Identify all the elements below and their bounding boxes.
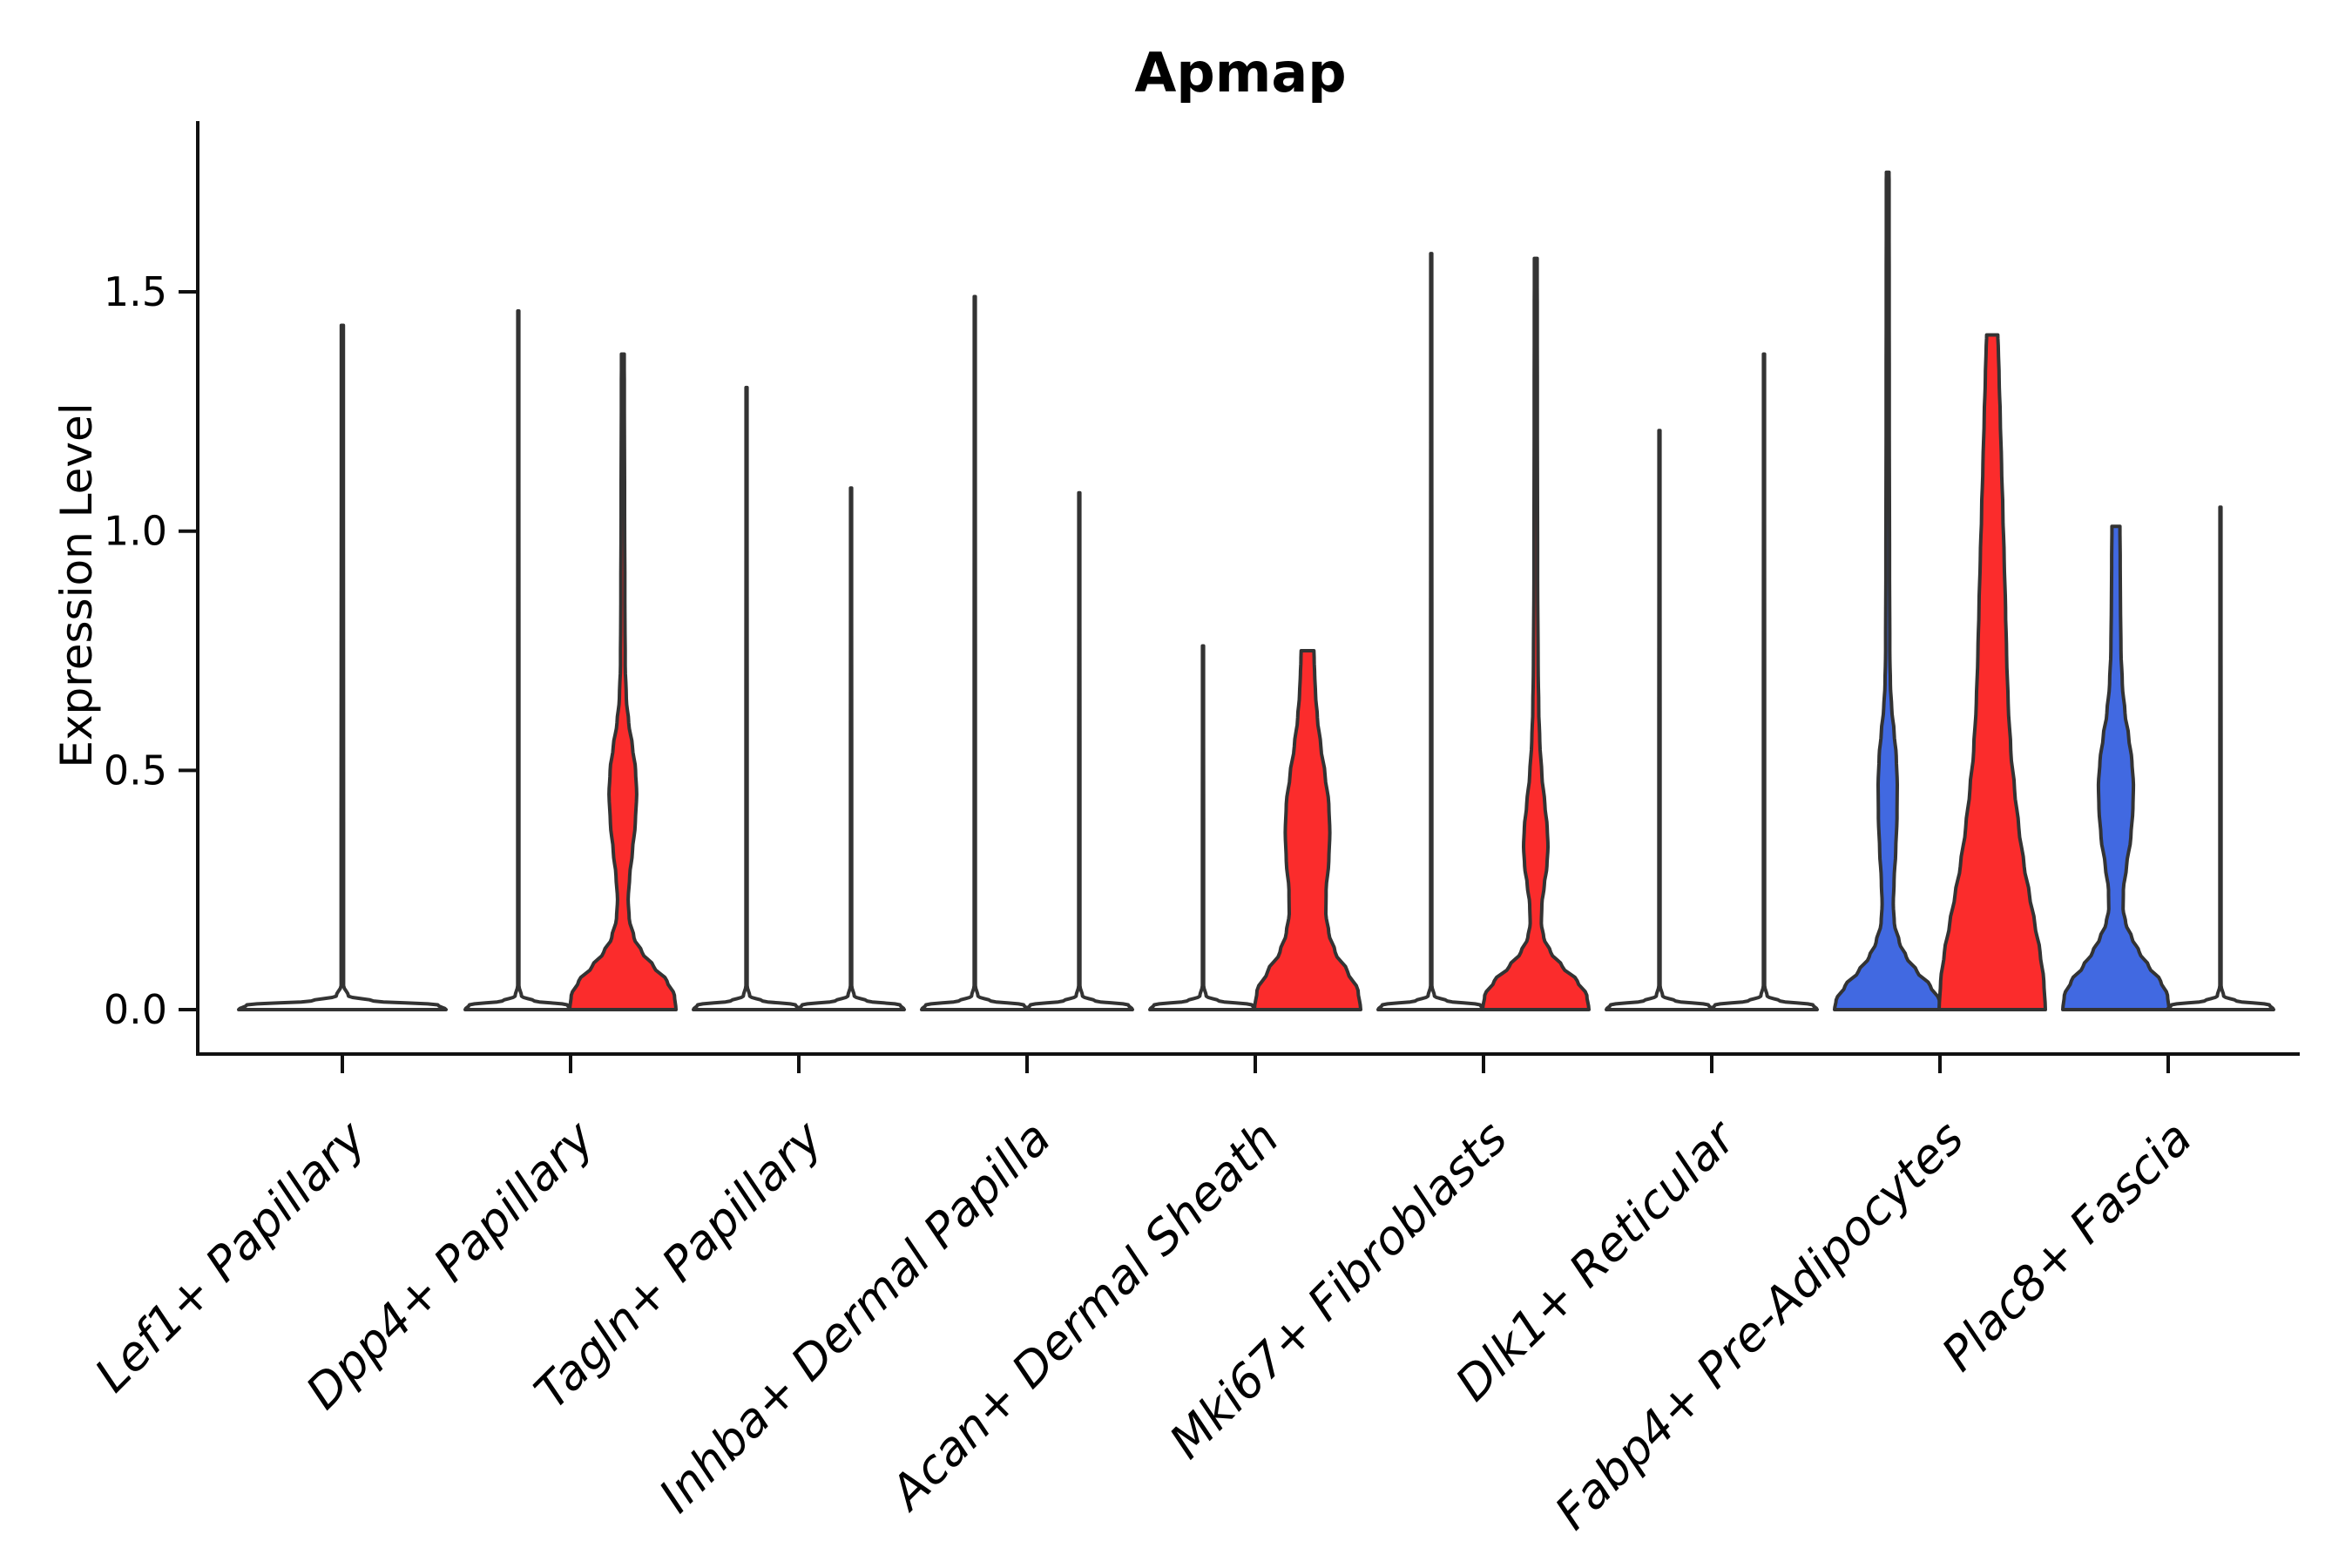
violin-mki67-fibroblasts-left [1376,252,1486,1011]
violin-mki67-fibroblasts-right [1481,256,1591,1011]
violin-dpp4-papillary-left [463,309,573,1011]
violin-plac8-fascia-left [2061,524,2171,1011]
violin-inhba-dermal-papilla-left [920,294,1030,1011]
y-tick-label-0.0: 0.0 [104,986,167,1033]
y-ticks: 0.0 0.5 1.0 1.5 [104,268,198,1033]
violin-fabp4-pre-adipocytes-left [1833,170,1943,1011]
violin-dlk1-reticular-left [1605,429,1714,1011]
violin-plac8-fascia-right [2166,505,2275,1011]
violin-acan-dermal-sheath-left [1148,644,1258,1011]
violin-fabp4-pre-adipocytes-right [1937,333,2047,1011]
y-tick-label-1.0: 1.0 [104,508,167,555]
y-axis-label: Expression Level [51,402,102,767]
violin-tagln-papillary-right [796,486,906,1011]
violin-inhba-dermal-papilla-right [1024,490,1134,1011]
violin-lef1-papillary-center [237,323,448,1011]
violin-acan-dermal-sheath-right [1253,649,1362,1011]
violin-tagln-papillary-left [692,385,801,1011]
y-tick-label-0.5: 0.5 [104,747,167,794]
violin-dpp4-papillary-right [568,352,678,1011]
violin-dlk1-reticular-right [1709,352,1819,1011]
violins-layer [237,170,2275,1011]
y-tick-label-1.5: 1.5 [104,268,167,315]
chart-title: Apmap [1134,41,1346,105]
